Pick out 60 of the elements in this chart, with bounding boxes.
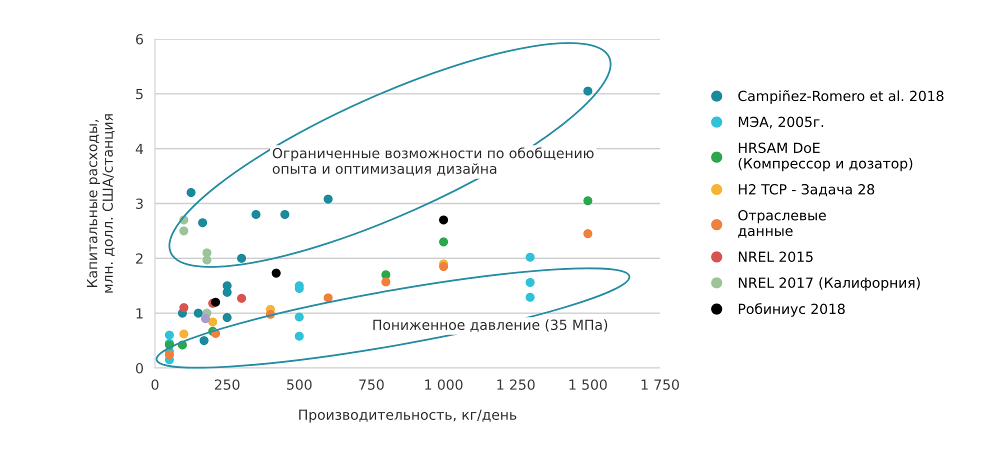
point	[439, 237, 448, 246]
x-tick-label: 1 500	[570, 379, 607, 390]
point	[583, 229, 592, 238]
x-tick-label: 1 750	[642, 379, 679, 390]
point	[211, 298, 220, 307]
point	[179, 303, 188, 312]
point	[179, 330, 188, 339]
y-tick-label: 1	[136, 308, 143, 318]
x-axis-title: Производительность, кг/день	[299, 410, 516, 423]
point	[164, 350, 174, 360]
x-tick-label: 500	[287, 379, 312, 390]
point	[526, 292, 535, 302]
point	[324, 194, 333, 204]
point	[208, 317, 218, 326]
legend-label: Отраслевые данные	[738, 210, 826, 238]
y-tick-label: 4	[136, 144, 144, 154]
legend-label: Campiñez-Romero et al. 2018	[738, 90, 944, 104]
point	[583, 86, 592, 96]
point	[280, 210, 290, 219]
point	[237, 254, 246, 263]
annotation: Ограниченные возможности по обобщению опыта и оптимизация дизайна	[272, 147, 594, 176]
x-tick-label: 1 000	[425, 379, 463, 390]
point	[294, 312, 304, 322]
y-tick-label: 2	[136, 253, 142, 264]
point	[200, 336, 209, 346]
y-tick-label: 3	[136, 198, 143, 209]
point	[252, 210, 260, 219]
x-tick-label: 250	[214, 379, 240, 390]
legend-label: МЭА, 2005г.	[738, 116, 824, 129]
legend-label: NREL 2017 (Калифорния)	[738, 277, 920, 291]
legend-label: NREL 2015	[738, 251, 813, 262]
x-tick-label: 750	[359, 379, 384, 390]
point	[202, 255, 212, 264]
point	[439, 262, 448, 272]
legend-label: H2 TCP - Задача 28	[738, 184, 874, 196]
y-tick-label: 0	[136, 362, 143, 374]
point	[186, 188, 196, 198]
point	[194, 308, 203, 318]
y-tick-label: 6	[136, 34, 144, 44]
point	[526, 278, 535, 287]
legend-label: HRSAM DoE (Компрессор и дозатор)	[738, 142, 912, 172]
point	[583, 196, 592, 206]
point	[164, 330, 174, 340]
point	[222, 313, 232, 322]
point	[439, 215, 448, 224]
point	[381, 277, 390, 286]
annotation: Пониженное давление (35 МПа)	[373, 319, 608, 332]
point	[272, 268, 281, 278]
y-tick-label: 5	[136, 88, 143, 100]
legend-label: Робиниус 2018	[738, 303, 845, 317]
x-tick-label: 0	[151, 379, 158, 390]
y-axis-title: Капитальные расходы, млн. долл. США/станция	[87, 114, 115, 293]
point	[237, 294, 246, 303]
point	[179, 226, 188, 236]
point	[201, 314, 210, 324]
point	[198, 218, 208, 228]
point	[294, 332, 304, 341]
point	[324, 293, 333, 302]
x-tick-label: 1 250	[497, 379, 535, 390]
point	[526, 252, 535, 262]
